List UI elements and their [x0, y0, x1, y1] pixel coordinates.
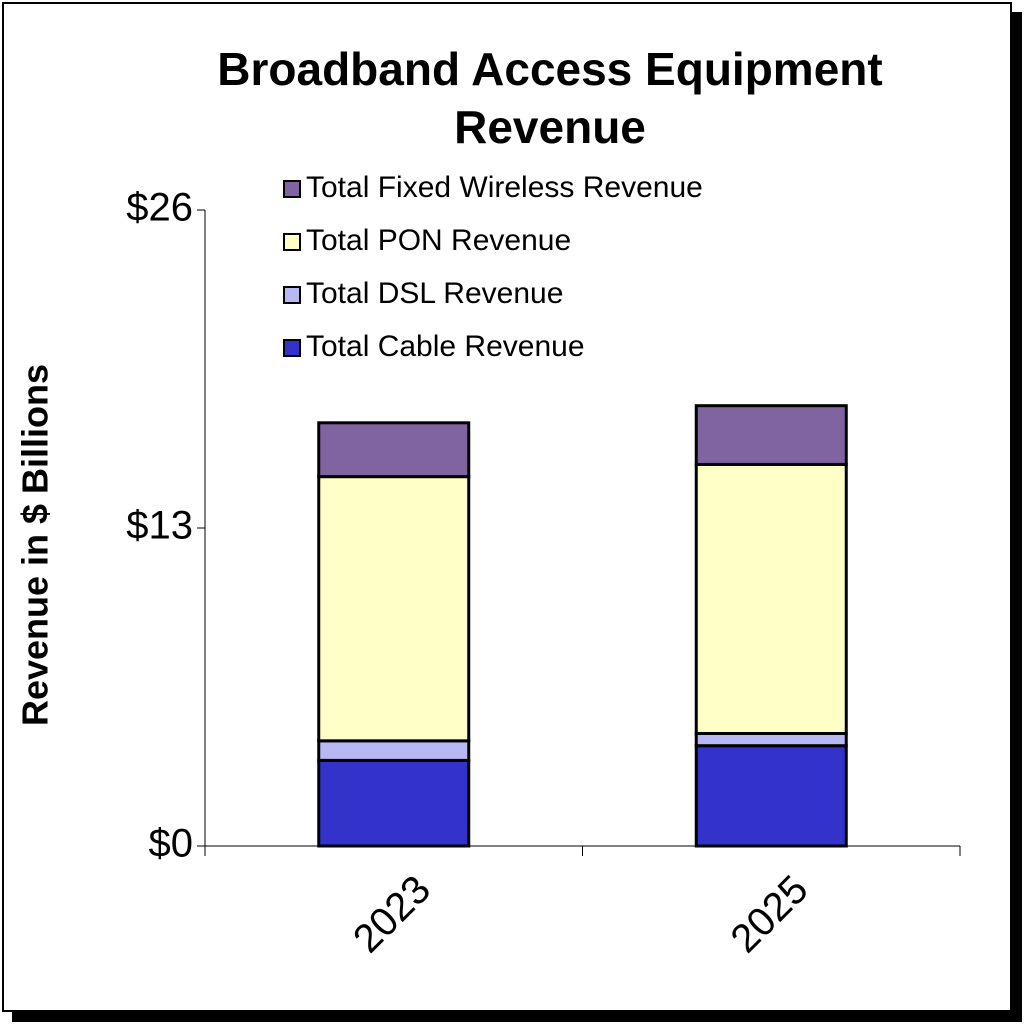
- bar-segment: [694, 404, 848, 466]
- legend-swatch: [283, 233, 301, 251]
- bar-segment: [317, 421, 471, 479]
- y-tick-label: $26: [126, 186, 193, 230]
- bar-segment: [694, 744, 848, 848]
- legend-label: Total PON Revenue: [306, 224, 571, 257]
- legend-label: Total Fixed Wireless Revenue: [306, 171, 703, 204]
- chart-title: Broadband Access Equipment Revenue: [217, 43, 883, 153]
- bar-segment: [317, 475, 471, 743]
- x-tick-label: 2023: [345, 867, 439, 961]
- y-axis-label: Revenue in $ Billions: [15, 364, 56, 726]
- legend-swatch: [283, 180, 301, 198]
- y-tick-label: $13: [126, 504, 193, 548]
- legend-label: Total DSL Revenue: [306, 277, 563, 310]
- x-tick-label: 2025: [723, 867, 817, 961]
- legend-label: Total Cable Revenue: [306, 330, 585, 363]
- bar-segment: [694, 731, 848, 748]
- legend-swatch: [283, 286, 301, 304]
- bar-segment: [317, 758, 471, 848]
- bar-segment: [694, 462, 848, 735]
- legend-swatch: [283, 339, 301, 357]
- bar-segment: [317, 739, 471, 762]
- y-tick-label: $0: [149, 822, 194, 866]
